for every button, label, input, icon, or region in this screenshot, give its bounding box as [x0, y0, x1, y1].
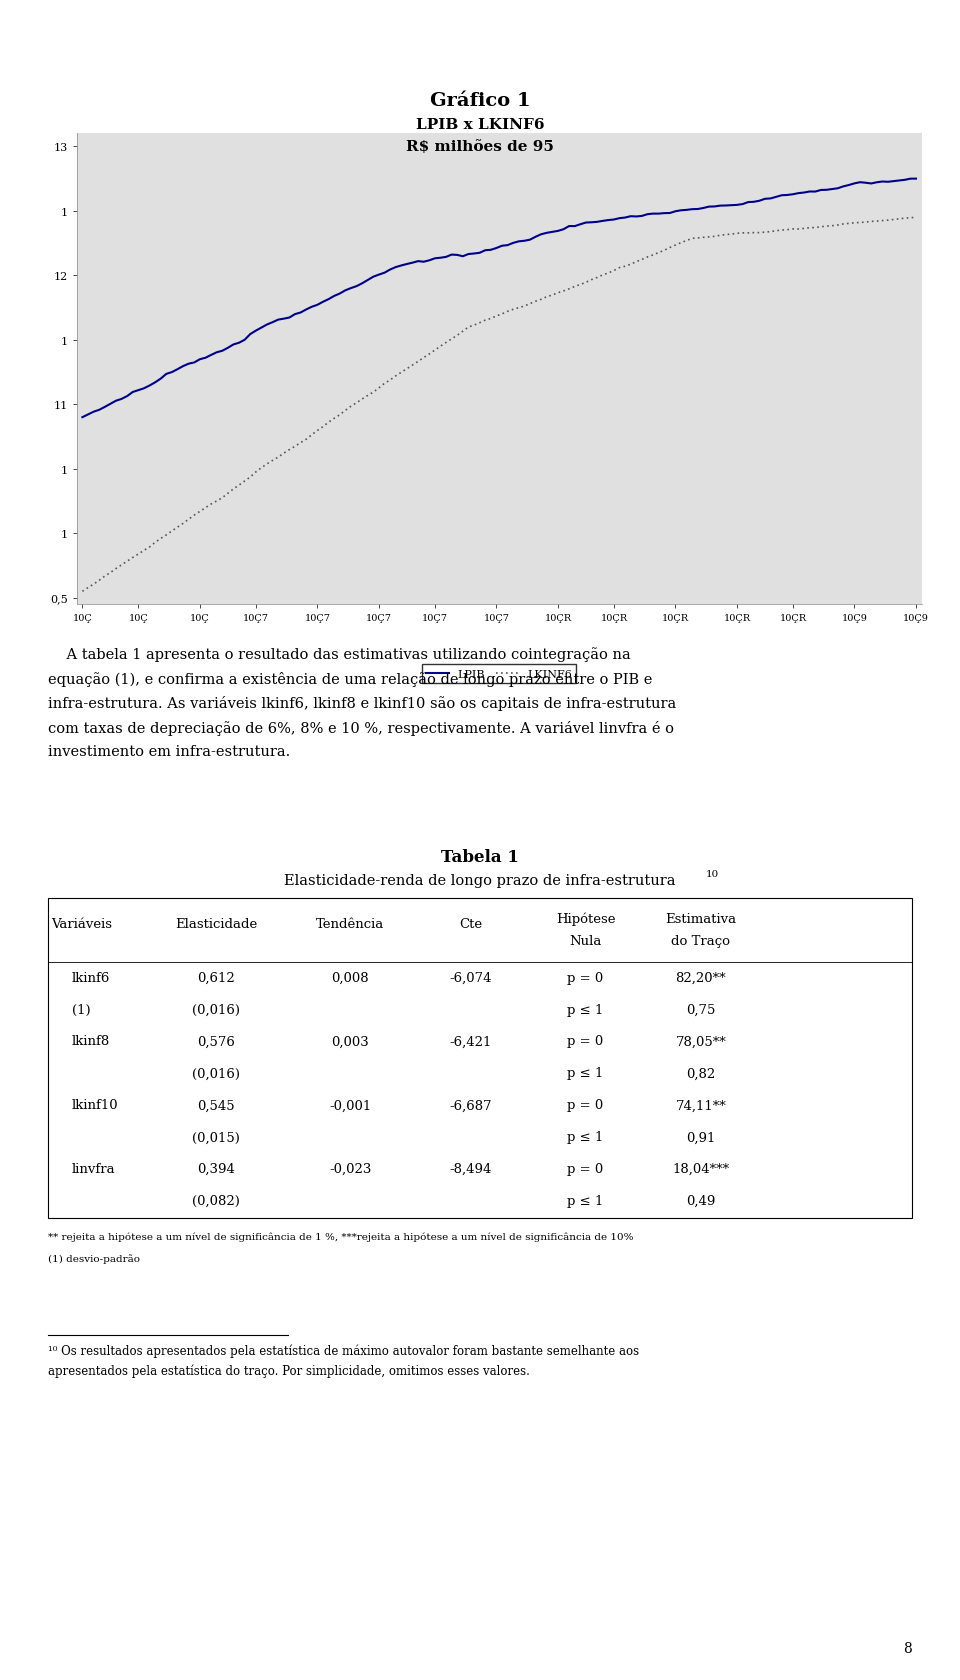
Text: (0,015): (0,015): [192, 1131, 240, 1144]
Text: 0,576: 0,576: [197, 1035, 235, 1048]
Text: -6,687: -6,687: [449, 1099, 492, 1112]
Legend: LPIB, LKINF6: LPIB, LKINF6: [421, 665, 577, 684]
Text: Nula: Nula: [569, 934, 602, 948]
Text: 10: 10: [706, 870, 719, 879]
Text: 0,75: 0,75: [686, 1003, 715, 1016]
Text: linvfra: linvfra: [72, 1163, 115, 1176]
Text: 18,04***: 18,04***: [672, 1163, 730, 1176]
Text: Tendência: Tendência: [316, 917, 385, 931]
Text: 82,20**: 82,20**: [676, 971, 726, 984]
Text: (1): (1): [72, 1003, 90, 1016]
Text: p ≤ 1: p ≤ 1: [567, 1067, 604, 1080]
Text: do Traço: do Traço: [671, 934, 731, 948]
Text: p = 0: p = 0: [567, 971, 604, 984]
Text: (0,016): (0,016): [192, 1067, 240, 1080]
Text: p = 0: p = 0: [567, 1035, 604, 1048]
Text: 8: 8: [903, 1641, 912, 1655]
Text: R$ milhões de 95: R$ milhões de 95: [406, 139, 554, 153]
Text: Hipótese: Hipótese: [556, 912, 615, 926]
Text: (0,082): (0,082): [192, 1194, 240, 1208]
Text: 0,82: 0,82: [686, 1067, 715, 1080]
Text: Elasticidade-renda de longo prazo de infra-estrutura: Elasticidade-renda de longo prazo de inf…: [284, 874, 676, 887]
Text: p ≤ 1: p ≤ 1: [567, 1131, 604, 1144]
Text: 0,394: 0,394: [197, 1163, 235, 1176]
Text: 78,05**: 78,05**: [676, 1035, 726, 1048]
Text: p = 0: p = 0: [567, 1099, 604, 1112]
Text: 0,612: 0,612: [197, 971, 235, 984]
Text: Variáveis: Variáveis: [51, 917, 112, 931]
Text: -0,001: -0,001: [329, 1099, 372, 1112]
Text: A tabela 1 apresenta o resultado das estimativas utilizando cointegração na
equa: A tabela 1 apresenta o resultado das est…: [48, 647, 676, 758]
Text: ** rejeita a hipótese a um nível de significância de 1 %, ***rejeita a hipótese : ** rejeita a hipótese a um nível de sign…: [48, 1231, 634, 1242]
Text: lkinf10: lkinf10: [72, 1099, 119, 1112]
Text: Cte: Cte: [459, 917, 482, 931]
Text: Elasticidade: Elasticidade: [175, 917, 257, 931]
Text: 0,008: 0,008: [331, 971, 370, 984]
Text: LPIB x LKINF6: LPIB x LKINF6: [416, 118, 544, 131]
Text: ¹⁰ Os resultados apresentados pela estatística de máximo autovalor foram bastant: ¹⁰ Os resultados apresentados pela estat…: [48, 1344, 639, 1378]
Text: 74,11**: 74,11**: [676, 1099, 726, 1112]
Text: lkinf8: lkinf8: [72, 1035, 110, 1048]
Text: p = 0: p = 0: [567, 1163, 604, 1176]
Text: Estimativa: Estimativa: [665, 912, 736, 926]
Text: 0,49: 0,49: [686, 1194, 715, 1208]
Text: p ≤ 1: p ≤ 1: [567, 1003, 604, 1016]
Text: 0,91: 0,91: [686, 1131, 715, 1144]
Text: 0,003: 0,003: [331, 1035, 370, 1048]
Text: -6,421: -6,421: [449, 1035, 492, 1048]
Text: p ≤ 1: p ≤ 1: [567, 1194, 604, 1208]
Text: Tabela 1: Tabela 1: [441, 848, 519, 865]
Text: Gráfico 1: Gráfico 1: [430, 92, 530, 111]
Text: lkinf6: lkinf6: [72, 971, 110, 984]
Text: 0,545: 0,545: [197, 1099, 235, 1112]
Text: -8,494: -8,494: [449, 1163, 492, 1176]
Text: -6,074: -6,074: [449, 971, 492, 984]
Text: (0,016): (0,016): [192, 1003, 240, 1016]
Text: (1) desvio-padrão: (1) desvio-padrão: [48, 1253, 140, 1263]
Text: -0,023: -0,023: [329, 1163, 372, 1176]
